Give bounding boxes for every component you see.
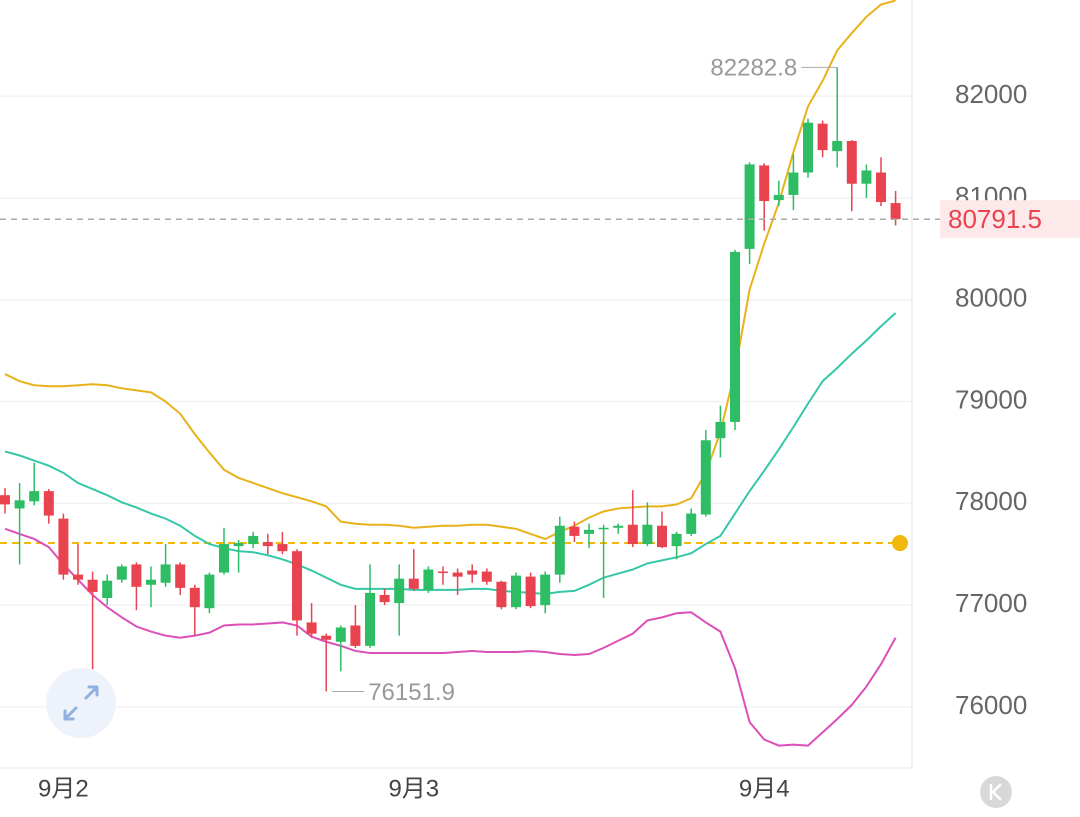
candle-body: [29, 491, 40, 502]
candle-body: [365, 592, 375, 646]
kline-button[interactable]: [980, 776, 1012, 808]
candle-body: [759, 165, 770, 202]
candle-body: [700, 440, 711, 515]
candle-body: [773, 194, 784, 201]
x-tick-label: 9月3: [388, 775, 439, 802]
last-price-bg: [940, 200, 1080, 239]
expand-button[interactable]: [46, 668, 116, 738]
reference-dot: [892, 535, 908, 552]
y-tick-label: 80000: [955, 283, 1027, 313]
candle-body: [321, 635, 332, 640]
candle-body: [233, 543, 244, 547]
min-annotation: 76151.9: [368, 679, 455, 706]
candle-body: [817, 123, 828, 151]
last-price-label: 80791.5: [948, 204, 1042, 234]
kline-icon: [989, 783, 1002, 801]
candle-body: [73, 574, 83, 580]
candle-body: [861, 170, 872, 184]
candle-body: [744, 164, 755, 249]
x-tick-label: 9月2: [38, 775, 89, 802]
max-annotation: 82282.8: [710, 55, 797, 82]
expand-bg: [46, 668, 116, 738]
candle-body: [277, 544, 288, 552]
candle-body: [686, 513, 697, 534]
band-line: [4, 527, 897, 747]
candle-body: [146, 579, 156, 585]
x-tick-label: 9月4: [739, 775, 790, 802]
candle-body: [43, 491, 54, 516]
candle-body: [832, 140, 843, 152]
candle-body: [175, 564, 186, 588]
band-line: [4, 0, 896, 541]
candle-body: [14, 500, 25, 509]
candle-body: [511, 575, 521, 608]
candle-body: [481, 571, 492, 582]
candle-body: [788, 172, 799, 195]
candle-body: [116, 566, 127, 580]
candle-body: [379, 594, 390, 603]
candle-body: [876, 172, 886, 203]
candle-body: [131, 564, 142, 587]
candle-body: [657, 525, 667, 548]
candle-body: [0, 495, 10, 505]
y-tick-label: 82000: [955, 79, 1027, 109]
candle-body: [335, 627, 346, 642]
candle-body: [803, 122, 813, 173]
candle-body: [627, 524, 638, 545]
candle-body: [452, 572, 463, 577]
candle-body: [306, 622, 317, 634]
candle-body: [262, 542, 273, 547]
candle-body: [613, 525, 624, 528]
candle-body: [554, 525, 565, 575]
candle-body: [525, 576, 536, 607]
candle-body: [408, 578, 419, 589]
candle-body: [569, 526, 580, 536]
candle-body: [350, 625, 361, 646]
candle-body: [394, 578, 405, 604]
candle-body: [219, 544, 229, 573]
candle-body: [204, 574, 215, 609]
candle-body: [423, 569, 434, 590]
candle-body: [160, 564, 171, 583]
candle-body: [584, 529, 594, 534]
candle-body: [540, 574, 551, 606]
candle-body: [598, 527, 609, 530]
y-tick-label: 78000: [955, 486, 1027, 516]
expand-icon: [63, 685, 99, 721]
candle-body: [58, 518, 69, 575]
candle-body: [438, 571, 448, 574]
candle-body: [87, 579, 98, 592]
candle-body: [890, 203, 901, 220]
y-tick-label: 77000: [955, 588, 1027, 618]
candle-body: [730, 251, 740, 422]
kline-bg: [980, 776, 1012, 808]
candle-body: [248, 535, 259, 545]
y-tick-label: 76000: [955, 690, 1027, 720]
candle-body: [846, 140, 857, 184]
candle-body: [102, 580, 113, 599]
candle-body: [642, 524, 653, 545]
candle-body: [189, 587, 200, 608]
band-line: [4, 312, 897, 595]
candle-body: [671, 533, 682, 547]
candle-body: [467, 570, 478, 575]
candle-body: [292, 551, 302, 621]
candle-body: [715, 421, 726, 439]
y-tick-label: 79000: [955, 384, 1027, 414]
candle-body: [496, 581, 507, 608]
